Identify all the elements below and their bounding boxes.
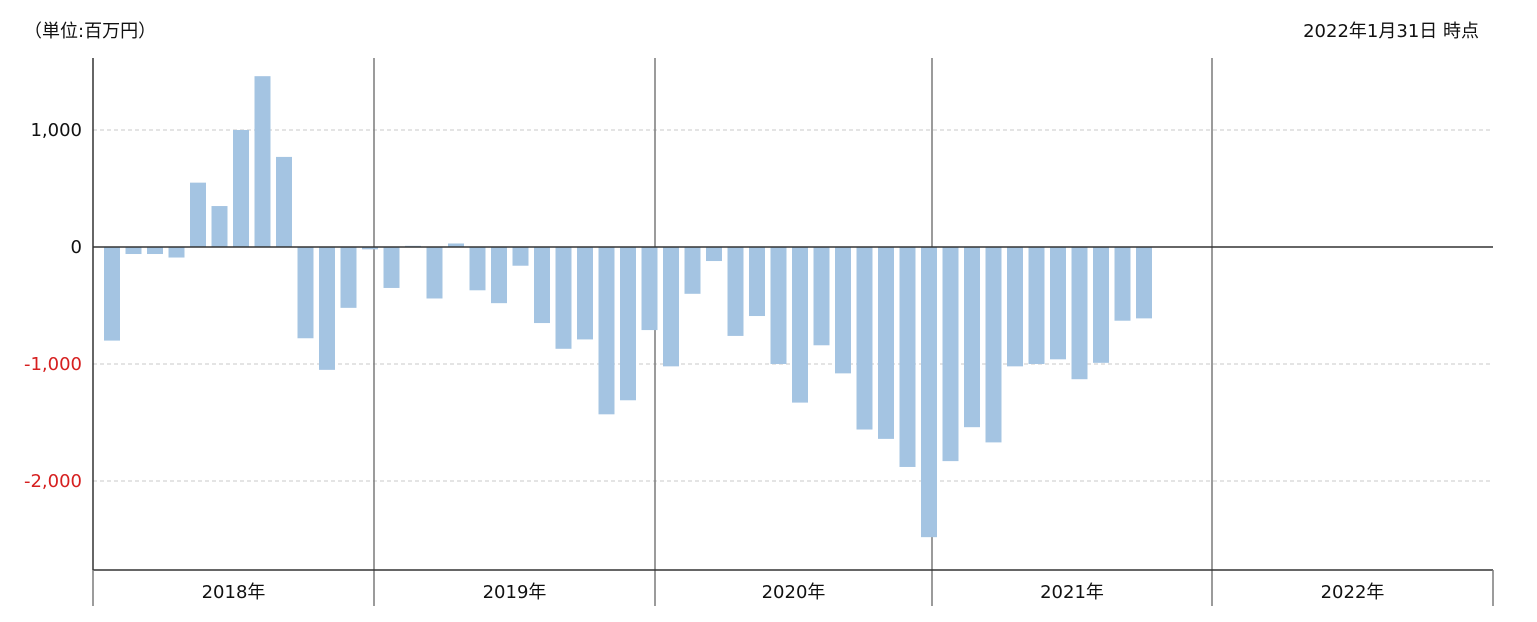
unit-label: （単位:百万円） bbox=[24, 21, 156, 42]
bar-2022-01 bbox=[1136, 247, 1152, 319]
bar-2020-04 bbox=[684, 247, 701, 294]
x-year-label: 2020年 bbox=[762, 582, 826, 603]
y-tick-labels: 1,000 0 -1,000 -2,000 bbox=[24, 120, 82, 492]
bar-2020-11 bbox=[835, 247, 851, 374]
bar-2018-01 bbox=[104, 247, 120, 341]
x-year-label: 2021年 bbox=[1040, 582, 1104, 603]
y-tick-label: -2,000 bbox=[24, 471, 82, 492]
bar-2019-12 bbox=[598, 247, 615, 415]
bar-2018-09 bbox=[276, 156, 292, 247]
year-labels: 2018年 2019年 2020年 2021年 2022年 bbox=[202, 582, 1385, 603]
bar-2019-04 bbox=[426, 247, 443, 299]
bar-2018-08 bbox=[254, 76, 271, 248]
bar-2021-01 bbox=[878, 247, 894, 439]
bar-2021-07 bbox=[1007, 247, 1023, 367]
bar-2019-10 bbox=[555, 247, 572, 349]
bar-2019-06 bbox=[469, 247, 486, 291]
bar-2020-03 bbox=[663, 247, 679, 367]
bar-2018-04 bbox=[168, 247, 185, 258]
bar-2018-10 bbox=[297, 247, 314, 339]
bars bbox=[104, 76, 1152, 538]
bar-2020-02 bbox=[641, 247, 658, 331]
bar-2019-01 bbox=[362, 247, 378, 250]
bar-2020-01 bbox=[620, 247, 636, 401]
bar-2019-11 bbox=[577, 247, 593, 340]
y-tick-label: -1,000 bbox=[24, 354, 82, 375]
bar-2021-11 bbox=[1093, 247, 1109, 363]
bar-2021-05 bbox=[964, 247, 980, 428]
bar-2019-02 bbox=[383, 247, 400, 288]
bar-2018-03 bbox=[147, 247, 163, 255]
bar-2021-09 bbox=[1050, 247, 1066, 360]
bar-2018-02 bbox=[125, 247, 142, 255]
y-tick-label: 1,000 bbox=[30, 120, 82, 141]
bar-2021-10 bbox=[1071, 247, 1088, 380]
bar-2018-07 bbox=[233, 130, 249, 247]
bar-2020-10 bbox=[813, 247, 830, 346]
y-tick-label: 0 bbox=[71, 237, 82, 258]
bar-2021-06 bbox=[985, 247, 1002, 443]
bar-2019-07 bbox=[491, 247, 507, 304]
bar-2021-08 bbox=[1028, 247, 1045, 364]
bar-2018-06 bbox=[211, 206, 228, 247]
bar-2021-03 bbox=[921, 247, 937, 538]
bar-2020-05 bbox=[706, 247, 722, 262]
bar-2020-06 bbox=[727, 247, 744, 336]
bar-2018-05 bbox=[190, 182, 206, 247]
bar-2018-11 bbox=[319, 247, 335, 370]
bar-2020-07 bbox=[749, 247, 765, 317]
bar-2021-04 bbox=[942, 247, 959, 462]
as-of-date-label: 2022年1月31日 時点 bbox=[1303, 21, 1479, 42]
bar-2021-02 bbox=[899, 247, 916, 467]
bar-2021-12 bbox=[1114, 247, 1131, 321]
bar-2019-08 bbox=[512, 247, 529, 266]
x-year-label: 2022年 bbox=[1321, 582, 1385, 603]
bar-2020-09 bbox=[792, 247, 808, 403]
axes bbox=[92, 58, 1494, 606]
bar-2020-08 bbox=[770, 247, 787, 364]
bar-2020-12 bbox=[856, 247, 873, 430]
x-year-label: 2018年 bbox=[202, 582, 266, 603]
bar-2018-12 bbox=[340, 247, 357, 308]
bar-2019-09 bbox=[534, 247, 550, 324]
bar-2019-05 bbox=[448, 243, 464, 247]
x-year-label: 2019年 bbox=[483, 582, 547, 603]
